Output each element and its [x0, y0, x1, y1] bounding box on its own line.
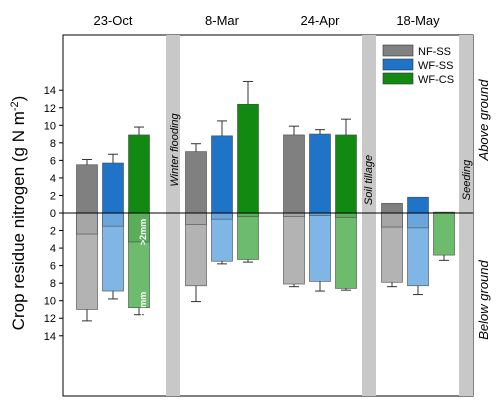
bar-below-coarse-wf-ss-18-may — [407, 212, 429, 229]
date-label-8-mar: 8-Mar — [205, 13, 240, 28]
y-tick-label-13: 12 — [44, 313, 56, 325]
y-tick-label-0: 14 — [44, 85, 56, 97]
soil-tillage-label: Soil tillage — [363, 155, 375, 205]
y-tick-label-6: 2 — [50, 190, 56, 202]
y-tick-label-8: 2 — [50, 226, 56, 238]
bar-below-wf-cs-8-mar — [237, 212, 259, 260]
bar-above-nf-ss-24-apr — [283, 134, 305, 214]
y-tick-label-14: 14 — [44, 331, 56, 343]
gt2mm-label: >2mm — [138, 219, 148, 245]
y-tick-label-2: 10 — [44, 120, 56, 132]
bar-below-coarse-wf-cs-8-mar — [237, 212, 259, 217]
bar-above-wf-ss-8-mar — [211, 135, 233, 214]
legend-swatch-wf-ss — [382, 58, 414, 71]
bar-below-coarse-nf-ss-23-oct — [76, 212, 98, 235]
bar-below-wf-cs-24-apr — [335, 212, 357, 289]
bar-below-nf-ss-24-apr — [283, 212, 305, 285]
y-tick-label-5: 4 — [50, 173, 56, 185]
event-band-1 — [362, 35, 376, 396]
seeding-label: Seeding — [461, 159, 473, 200]
bar-above-nf-ss-18-may — [381, 203, 403, 214]
bar-above-wf-cs-23-oct — [128, 134, 150, 214]
bar-below-coarse-nf-ss-18-may — [381, 212, 403, 228]
bar-above-nf-ss-8-mar — [185, 151, 207, 214]
event-band-0 — [166, 35, 180, 396]
y-tick-label-7: 0 — [50, 208, 56, 220]
y-tick-label-9: 4 — [50, 243, 56, 255]
y-axis-title: Crop residue nitrogen (g N m-2) — [9, 96, 28, 331]
bar-below-wf-cs-18-may — [433, 212, 455, 256]
bar-below-coarse-nf-ss-8-mar — [185, 212, 207, 225]
bar-above-wf-ss-24-apr — [309, 133, 331, 214]
above-ground-label: Above ground — [476, 79, 491, 162]
bar-below-wf-ss-8-mar — [211, 212, 233, 262]
bar-above-nf-ss-23-oct — [76, 164, 98, 214]
winter-flooding-label: Winter flooding — [169, 112, 181, 186]
below-ground-label: Below ground — [476, 259, 491, 339]
date-label-23-oct: 23-Oct — [93, 13, 132, 28]
legend-swatch-nf-ss — [382, 44, 414, 57]
date-label-18-may: 18-May — [396, 13, 440, 28]
bar-below-coarse-wf-ss-8-mar — [211, 212, 233, 220]
bar-below-coarse-wf-cs-24-apr — [335, 212, 357, 218]
y-axis: 14 12 10 8 6 4 2 0 2 4 6 8 10 12 14 — [44, 85, 473, 343]
y-tick-label-11: 8 — [50, 278, 56, 290]
event-band-2 — [459, 35, 473, 396]
bar-below-coarse-nf-ss-24-apr — [283, 212, 305, 217]
bar-above-wf-cs-8-mar — [237, 103, 259, 214]
bars — [76, 103, 455, 310]
legend-label-nf-ss: NF-SS — [418, 46, 451, 58]
y-tick-label-10: 6 — [50, 261, 56, 273]
bar-below-coarse-wf-ss-23-oct — [102, 212, 124, 227]
legend-swatch-wf-cs — [382, 72, 414, 85]
bar-above-wf-ss-18-may — [407, 196, 429, 214]
bar-above-wf-ss-23-oct — [102, 162, 124, 214]
lt2mm-label: <2mm — [138, 292, 148, 318]
bar-above-wf-cs-24-apr — [335, 134, 357, 214]
event-bands — [166, 35, 473, 396]
legend: NF-SS WF-SS WF-CS — [382, 44, 454, 86]
legend-label-wf-cs: WF-CS — [418, 74, 454, 86]
y-tick-label-4: 6 — [50, 155, 56, 167]
y-tick-label-3: 8 — [50, 138, 56, 150]
y-tick-label-1: 12 — [44, 103, 56, 115]
y-tick-label-12: 10 — [44, 296, 56, 308]
bar-below-wf-ss-24-apr — [309, 212, 331, 282]
error-bars — [82, 80, 449, 322]
legend-label-wf-ss: WF-SS — [418, 60, 453, 72]
date-label-24-apr: 24-Apr — [300, 13, 340, 28]
